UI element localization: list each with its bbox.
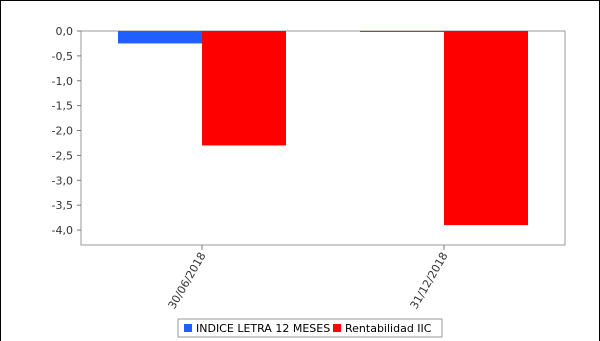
bar-indice-1 [360,31,444,32]
y-tick-label: -2,5 [52,149,73,162]
y-tick-label: -3,0 [52,174,73,187]
y-tick-label: 0,0 [56,25,74,38]
x-axis-ticks: 30/06/2018 31/12/2018 [166,245,451,311]
y-tick-label: -3,5 [52,199,73,212]
y-axis-ticks: 0,0 -0,5 -1,0 -1,5 -2,0 -2,5 -3,0 -3,5 -4,0 [52,25,81,237]
y-tick-label: -0,5 [52,50,73,63]
legend: INDICE LETRA 12 MESES Rentabilidad IIC [177,318,443,338]
bar-rentabilidad-0 [202,31,286,146]
y-tick-label: -1,5 [52,100,73,113]
y-tick-label: -2,0 [52,125,73,138]
bar-indice-0 [118,31,202,44]
y-tick-label: -4,0 [52,224,73,237]
bar-rentabilidad-1 [444,31,528,226]
y-tick-label: -1,0 [52,75,73,88]
legend-swatch-rentabilidad [333,324,341,332]
x-tick-label: 31/12/2018 [408,250,451,311]
legend-label-indice: INDICE LETRA 12 MESES [196,322,330,335]
legend-swatch-indice [184,324,192,332]
bars-group [118,31,528,226]
legend-label-rentabilidad: Rentabilidad IIC [345,322,432,335]
x-tick-label: 30/06/2018 [166,250,209,311]
legend-box [177,318,443,338]
